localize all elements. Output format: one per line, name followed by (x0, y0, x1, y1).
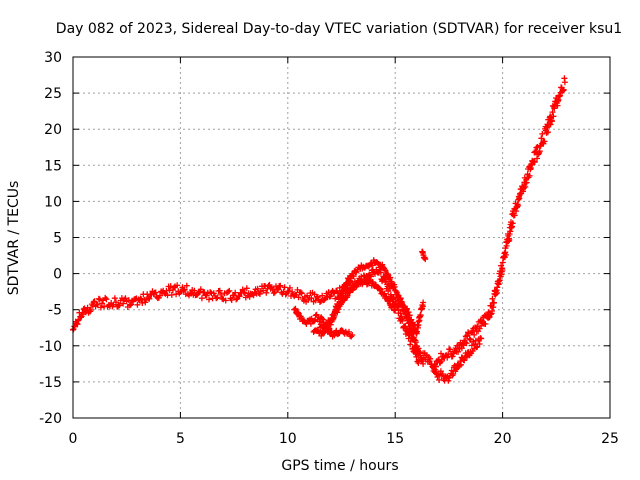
series-isolated (419, 248, 429, 263)
x-tick-label: 10 (279, 431, 297, 447)
x-axis-label: GPS time / hours (281, 458, 398, 474)
chart-title: Day 082 of 2023, Sidereal Day-to-day VTE… (56, 21, 622, 37)
x-tick-label: 25 (601, 431, 619, 447)
point-markers (419, 248, 429, 263)
y-tick-label: 25 (44, 86, 62, 102)
y-tick-labels: -20 -15 -10 -5 0 5 10 15 20 25 30 (39, 50, 62, 427)
y-tick-label: -5 (48, 303, 62, 319)
y-axis-label: SDTVAR / TECUs (6, 181, 22, 296)
x-tick-label: 0 (69, 431, 78, 447)
x-tick-label: 5 (176, 431, 185, 447)
x-tick-label: 15 (386, 431, 404, 447)
point-markers (317, 276, 399, 331)
series-rise (484, 75, 568, 321)
series-wavy-branch (317, 276, 399, 331)
y-tick-label: 30 (44, 50, 62, 66)
grid-lines (73, 57, 610, 418)
y-tick-label: 15 (44, 158, 62, 174)
point-markers (430, 312, 491, 373)
point-markers (484, 75, 568, 321)
x-tick-labels: 0 5 10 15 20 25 (69, 431, 619, 447)
x-tick-label: 20 (494, 431, 512, 447)
y-tick-label: -20 (39, 411, 62, 427)
y-tick-label: 10 (44, 194, 62, 210)
data-points (70, 75, 568, 384)
plot-frame (72, 56, 611, 419)
series-trough-upper (430, 312, 491, 373)
y-tick-label: -15 (39, 375, 62, 391)
y-tick-label: 5 (53, 231, 62, 247)
y-tick-label: 20 (44, 122, 62, 138)
y-tick-label: 0 (53, 267, 62, 283)
point-markers (396, 295, 427, 337)
series-short-right (396, 295, 427, 337)
y-tick-label: -10 (39, 339, 62, 355)
